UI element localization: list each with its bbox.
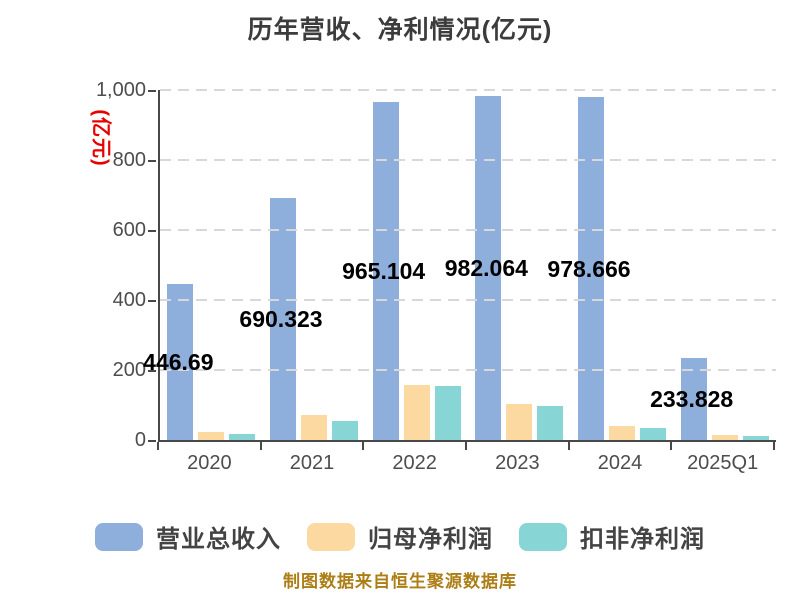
gridline-600 (160, 229, 776, 231)
value-label-2021: 690.323 (239, 306, 323, 333)
y-axis-tick-200 (148, 370, 156, 372)
y-axis-tick-600 (148, 230, 156, 232)
legend-item-营业总收入: 营业总收入 (95, 519, 281, 554)
bar-扣非净利润-2024 (640, 428, 667, 440)
bar-扣非净利润-2023 (537, 406, 564, 440)
y-axis-label-800: 800 (112, 149, 146, 171)
bar-归母净利润-2025Q1 (711, 435, 738, 440)
bar-扣非净利润-2022 (434, 386, 461, 440)
y-axis-label-200: 200 (112, 359, 146, 381)
x-axis-tick-3 (465, 442, 467, 450)
legend-item-归母净利润: 归母净利润 (307, 519, 493, 554)
y-axis-tick-400 (148, 300, 156, 302)
bar-营业总收入-2022 (372, 102, 399, 440)
x-axis-label-2024: 2024 (597, 452, 643, 474)
gridline-200 (160, 369, 776, 371)
bar-营业总收入-2023 (475, 96, 502, 440)
y-axis-label-1,000: 1,000 (95, 79, 146, 101)
gridline-800 (160, 159, 776, 161)
bar-扣非净利润-2021 (332, 420, 358, 440)
y-axis-tick-800 (148, 160, 156, 162)
gridline-400 (160, 299, 776, 301)
gridline-1,000 (160, 89, 776, 91)
data-source-note: 制图数据来自恒生聚源数据库 (283, 572, 517, 591)
bar-groups-container (160, 90, 776, 440)
y-axis-label-400: 400 (112, 289, 146, 311)
x-axis-tick-5 (670, 442, 673, 450)
value-label-2023: 982.064 (444, 255, 528, 282)
bar-归母净利润-2020 (198, 431, 225, 440)
bar-group-2025Q1 (673, 90, 776, 440)
legend-label-扣非净利润: 扣非净利润 (580, 526, 705, 553)
value-label-2022: 965.104 (342, 258, 426, 285)
x-axis-tick-0 (157, 442, 159, 450)
bar-归母净利润-2023 (506, 403, 533, 440)
bar-group-2023 (468, 90, 571, 440)
chart-title: 历年营收、净利情况(亿元) (247, 16, 553, 44)
x-axis-label-2020: 2020 (187, 452, 232, 474)
plot-area (158, 89, 776, 442)
bar-group-2021 (263, 90, 366, 440)
bar-营业总收入-2024 (578, 97, 605, 440)
bar-营业总收入-2020 (167, 283, 194, 440)
legend-swatch-营业总收入 (95, 522, 143, 551)
bar-group-2024 (571, 90, 674, 440)
x-axis-tick-4 (567, 442, 570, 450)
value-label-2020: 446.69 (143, 348, 214, 375)
x-axis-label-2022: 2022 (392, 452, 437, 474)
y-axis-tick-1,000 (148, 90, 156, 92)
legend-swatch-扣非净利润 (519, 522, 567, 551)
value-label-2024: 978.666 (547, 255, 631, 282)
bar-扣非净利润-2025Q1 (742, 436, 769, 440)
bar-归母净利润-2022 (403, 385, 430, 440)
bar-扣非净利润-2020 (229, 434, 256, 440)
x-axis-tick-2 (362, 442, 365, 450)
x-axis-label-2025Q1: 2025Q1 (687, 452, 759, 474)
bar-归母净利润-2024 (609, 426, 636, 440)
bar-营业总收入-2021 (270, 198, 296, 440)
bar-归母净利润-2021 (301, 414, 327, 440)
x-axis-label-2023: 2023 (495, 452, 540, 474)
value-label-2025Q1: 233.828 (650, 386, 734, 413)
bar-group-2020 (160, 90, 263, 440)
legend-item-扣非净利润: 扣非净利润 (519, 519, 705, 554)
x-axis-tick-6 (773, 442, 775, 450)
bar-group-2022 (365, 90, 468, 440)
x-axis-label-2021: 2021 (289, 452, 335, 474)
y-axis-tick-0 (148, 440, 156, 442)
y-axis-label-600: 600 (112, 219, 146, 241)
legend: 营业总收入 归母净利润 扣非净利润 (0, 519, 800, 554)
x-axis-tick-1 (259, 442, 262, 450)
legend-swatch-归母净利润 (307, 522, 355, 551)
y-axis-label-0: 0 (134, 429, 146, 451)
legend-label-营业总收入: 营业总收入 (156, 526, 281, 553)
legend-label-归母净利润: 归母净利润 (368, 526, 493, 553)
bar-营业总收入-2025Q1 (680, 358, 707, 440)
